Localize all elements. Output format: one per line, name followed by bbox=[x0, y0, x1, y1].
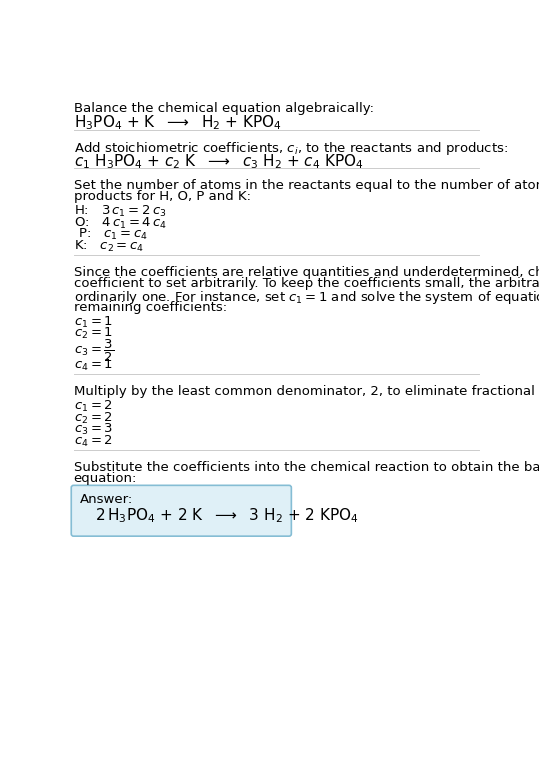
Text: Multiply by the least common denominator, 2, to eliminate fractional coefficient: Multiply by the least common denominator… bbox=[74, 385, 539, 398]
Text: remaining coefficients:: remaining coefficients: bbox=[74, 300, 227, 313]
Text: $c_4 = 1$: $c_4 = 1$ bbox=[74, 358, 113, 374]
Text: Substitute the coefficients into the chemical reaction to obtain the balanced: Substitute the coefficients into the che… bbox=[74, 461, 539, 474]
Text: $c_3 = 3$: $c_3 = 3$ bbox=[74, 422, 113, 437]
Text: $c_2 = 2$: $c_2 = 2$ bbox=[74, 411, 113, 425]
Text: Balance the chemical equation algebraically:: Balance the chemical equation algebraica… bbox=[74, 102, 374, 115]
Text: K:   $c_2 = c_4$: K: $c_2 = c_4$ bbox=[74, 239, 144, 254]
Text: Answer:: Answer: bbox=[80, 493, 133, 506]
Text: O:   $4\,c_1 = 4\,c_4$: O: $4\,c_1 = 4\,c_4$ bbox=[74, 216, 167, 231]
Text: equation:: equation: bbox=[74, 472, 137, 486]
Text: $c_3 = \dfrac{3}{2}$: $c_3 = \dfrac{3}{2}$ bbox=[74, 337, 114, 364]
Text: $c_1$ $\mathregular{H_3PO_4}$ + $c_2$ K  $\longrightarrow$  $c_3$ $\mathregular{: $c_1$ $\mathregular{H_3PO_4}$ + $c_2$ K … bbox=[74, 152, 363, 171]
FancyBboxPatch shape bbox=[71, 486, 292, 537]
Text: $c_4 = 2$: $c_4 = 2$ bbox=[74, 434, 113, 449]
Text: coefficient to set arbitrarily. To keep the coefficients small, the arbitrary va: coefficient to set arbitrarily. To keep … bbox=[74, 277, 539, 290]
Text: $c_1 = 2$: $c_1 = 2$ bbox=[74, 399, 113, 415]
Text: $2\,\mathregular{H_3PO_4}$ + 2 K  $\longrightarrow$  3 $\mathregular{H_2}$ + 2 K: $2\,\mathregular{H_3PO_4}$ + 2 K $\longr… bbox=[95, 506, 359, 525]
Text: $c_1 = 1$: $c_1 = 1$ bbox=[74, 314, 113, 330]
Text: Set the number of atoms in the reactants equal to the number of atoms in the: Set the number of atoms in the reactants… bbox=[74, 179, 539, 192]
Text: Add stoichiometric coefficients, $c_i$, to the reactants and products:: Add stoichiometric coefficients, $c_i$, … bbox=[74, 141, 508, 157]
Text: $c_2 = 1$: $c_2 = 1$ bbox=[74, 326, 113, 341]
Text: ordinarily one. For instance, set $c_1 = 1$ and solve the system of equations fo: ordinarily one. For instance, set $c_1 =… bbox=[74, 289, 539, 306]
Text: $\mathregular{H_3PO_4}$ + K  $\longrightarrow$  $\mathregular{H_2}$ + KPO$_4$: $\mathregular{H_3PO_4}$ + K $\longrighta… bbox=[74, 113, 281, 132]
Text: H:   $3\,c_1 = 2\,c_3$: H: $3\,c_1 = 2\,c_3$ bbox=[74, 205, 166, 219]
Text: P:   $c_1 = c_4$: P: $c_1 = c_4$ bbox=[74, 228, 147, 242]
Text: products for H, O, P and K:: products for H, O, P and K: bbox=[74, 191, 251, 204]
Text: Since the coefficients are relative quantities and underdetermined, choose a: Since the coefficients are relative quan… bbox=[74, 266, 539, 279]
